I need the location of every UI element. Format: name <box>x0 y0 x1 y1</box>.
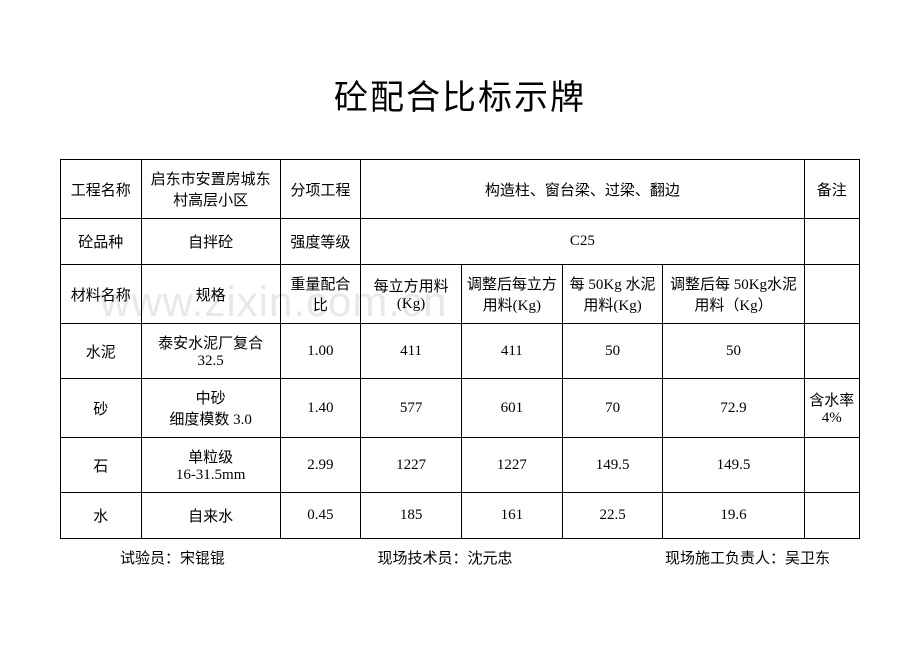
project-name-value: 启东市安置房城东村高层小区 <box>141 160 280 219</box>
tester-name: 宋锟锟 <box>180 551 225 567</box>
sand-per-50kg: 70 <box>562 379 663 438</box>
sub-project-label: 分项工程 <box>280 160 361 219</box>
per-cubic-header: 每立方用料(Kg) <box>361 265 462 324</box>
cement-per-50kg: 50 <box>562 324 663 379</box>
water-remark <box>804 493 859 539</box>
sand-spec: 中砂 细度模数 3.0 <box>141 379 280 438</box>
manager-label: 现场施工负责人： <box>665 551 785 567</box>
adjusted-cubic-header: 调整后每立方用料(Kg) <box>461 265 562 324</box>
remark-label: 备注 <box>804 160 859 219</box>
table-header-row-2: 砼品种 自拌砼 强度等级 C25 <box>61 219 860 265</box>
stone-spec: 单粒级 16-31.5mm <box>141 438 280 493</box>
water-ratio: 0.45 <box>280 493 361 539</box>
stone-per-50kg: 149.5 <box>562 438 663 493</box>
strength-grade-label: 强度等级 <box>280 219 361 265</box>
tech-signature: 现场技术员：沈元忠 <box>377 547 512 568</box>
sand-name: 砂 <box>61 379 142 438</box>
sand-per-cubic: 577 <box>361 379 462 438</box>
spec-header: 规格 <box>141 265 280 324</box>
table-column-headers: 材料名称 规格 重量配合比 每立方用料(Kg) 调整后每立方用料(Kg) 每 5… <box>61 265 860 324</box>
stone-adjusted-cubic: 1227 <box>461 438 562 493</box>
table-row-cement: 水泥 泰安水泥厂复合 32.5 1.00 411 411 50 50 <box>61 324 860 379</box>
stone-per-cubic: 1227 <box>361 438 462 493</box>
stone-remark <box>804 438 859 493</box>
tester-signature: 试验员：宋锟锟 <box>120 547 225 568</box>
stone-ratio: 2.99 <box>280 438 361 493</box>
table-header-row-1: 工程名称 启东市安置房城东村高层小区 分项工程 构造柱、窗台梁、过梁、翻边 备注 <box>61 160 860 219</box>
water-per-cubic: 185 <box>361 493 462 539</box>
per-50kg-header: 每 50Kg 水泥用料(Kg) <box>562 265 663 324</box>
manager-name: 吴卫东 <box>785 551 830 567</box>
cement-name: 水泥 <box>61 324 142 379</box>
stone-name: 石 <box>61 438 142 493</box>
cement-spec: 泰安水泥厂复合 32.5 <box>141 324 280 379</box>
table-row-water: 水 自来水 0.45 185 161 22.5 19.6 <box>61 493 860 539</box>
weight-ratio-header: 重量配合比 <box>280 265 361 324</box>
water-adjusted-cubic: 161 <box>461 493 562 539</box>
sand-adjusted-50kg: 72.9 <box>663 379 804 438</box>
tech-name: 沈元忠 <box>468 551 513 567</box>
mix-ratio-table: 工程名称 启东市安置房城东村高层小区 分项工程 构造柱、窗台梁、过梁、翻边 备注… <box>60 159 860 539</box>
remark-col-empty-1 <box>804 219 859 265</box>
water-name: 水 <box>61 493 142 539</box>
cement-remark <box>804 324 859 379</box>
adjusted-50kg-header: 调整后每 50Kg水泥用料（Kg） <box>663 265 804 324</box>
water-spec: 自来水 <box>141 493 280 539</box>
project-name-label: 工程名称 <box>61 160 142 219</box>
material-name-header: 材料名称 <box>61 265 142 324</box>
stone-adjusted-50kg: 149.5 <box>663 438 804 493</box>
table-row-sand: 砂 中砂 细度模数 3.0 1.40 577 601 70 72.9 含水率 4… <box>61 379 860 438</box>
sand-ratio: 1.40 <box>280 379 361 438</box>
signature-row: 试验员：宋锟锟 现场技术员：沈元忠 现场施工负责人：吴卫东 <box>60 539 860 568</box>
sub-project-value: 构造柱、窗台梁、过梁、翻边 <box>361 160 804 219</box>
water-per-50kg: 22.5 <box>562 493 663 539</box>
sand-remark: 含水率 4% <box>804 379 859 438</box>
table-row-stone: 石 单粒级 16-31.5mm 2.99 1227 1227 149.5 149… <box>61 438 860 493</box>
concrete-type-value: 自拌砼 <box>141 219 280 265</box>
cement-adjusted-50kg: 50 <box>663 324 804 379</box>
page-title: 砼配合比标示牌 <box>60 70 860 119</box>
tech-label: 现场技术员： <box>377 551 467 567</box>
cement-ratio: 1.00 <box>280 324 361 379</box>
remark-col-empty-2 <box>804 265 859 324</box>
tester-label: 试验员： <box>120 551 180 567</box>
strength-grade-value: C25 <box>361 219 804 265</box>
cement-per-cubic: 411 <box>361 324 462 379</box>
concrete-type-label: 砼品种 <box>61 219 142 265</box>
water-adjusted-50kg: 19.6 <box>663 493 804 539</box>
manager-signature: 现场施工负责人：吴卫东 <box>665 547 830 568</box>
cement-adjusted-cubic: 411 <box>461 324 562 379</box>
sand-adjusted-cubic: 601 <box>461 379 562 438</box>
